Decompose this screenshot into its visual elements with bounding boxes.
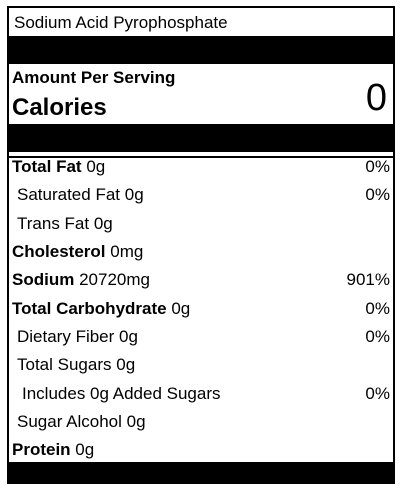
nutrient-name: Total Fat xyxy=(12,157,82,176)
nutrient-name: Saturated Fat xyxy=(17,185,121,204)
nutrient-daily-value: 0% xyxy=(365,327,390,346)
nutrient-amount: 0mg xyxy=(110,242,144,261)
nutrient-row-saturated-fat: Saturated Fat 0g 0% xyxy=(9,181,393,209)
nutrient-name: Cholesterol xyxy=(12,242,106,261)
nutrient-row-trans-fat: Trans Fat 0g xyxy=(9,210,393,238)
nutrient-row-protein: Protein 0g xyxy=(9,436,393,464)
nutrient-amount: 0g xyxy=(126,412,146,431)
calories-divider-bar xyxy=(9,124,393,152)
product-name: Sodium Acid Pyrophosphate xyxy=(14,13,228,32)
nutrient-name: Dietary Fiber xyxy=(17,327,115,346)
nutrient-row-added-sugars: Includes 0g Added Sugars 0% xyxy=(9,380,393,408)
nutrient-amount: 0g xyxy=(86,157,106,176)
nutrient-daily-value: 901% xyxy=(346,270,390,289)
nutrient-amount: 0g xyxy=(124,185,144,204)
nutrient-daily-value: 0% xyxy=(365,299,390,318)
nutrient-daily-value: 0% xyxy=(365,185,390,204)
bottom-divider-bar xyxy=(9,462,393,484)
nutrient-row-sodium: Sodium 20720mg 901% xyxy=(9,266,393,294)
calories-label: Calories xyxy=(12,94,107,121)
nutrient-amount: 0g xyxy=(171,299,191,318)
nutrient-row-sugar-alcohol: Sugar Alcohol 0g xyxy=(9,408,393,436)
nutrient-daily-value: 0% xyxy=(365,157,390,176)
nutrient-amount: 0g xyxy=(116,355,136,374)
amount-per-serving-heading: Amount Per Serving xyxy=(12,68,176,87)
nutrient-name: Protein xyxy=(12,440,71,459)
nutrient-name: Sugar Alcohol xyxy=(17,412,122,431)
nutrient-row-dietary-fiber: Dietary Fiber 0g 0% xyxy=(9,323,393,351)
nutrient-name: Total Carbohydrate xyxy=(12,299,167,318)
nutrient-amount: 0g xyxy=(93,214,113,233)
nutrient-name: Sodium xyxy=(12,270,75,289)
nutrient-amount: 20720mg xyxy=(79,270,150,289)
nutrient-amount: 0g xyxy=(119,327,138,346)
nutrient-name: Includes 0g Added Sugars xyxy=(22,384,221,403)
nutrient-top-rule xyxy=(9,156,393,158)
nutrient-row-cholesterol: Cholesterol 0mg xyxy=(9,238,393,266)
nutrient-row-total-fat: Total Fat 0g 0% xyxy=(9,153,393,181)
top-divider-bar xyxy=(9,36,393,64)
nutrient-name: Trans Fat xyxy=(17,214,90,233)
nutrition-facts-label: Sodium Acid Pyrophosphate Amount Per Ser… xyxy=(7,6,395,484)
nutrient-name: Total Sugars xyxy=(17,355,112,374)
nutrient-daily-value: 0% xyxy=(365,384,390,403)
nutrient-row-total-sugars: Total Sugars 0g xyxy=(9,351,393,379)
nutrient-amount: 0g xyxy=(75,440,95,459)
nutrient-row-total-carbohydrate: Total Carbohydrate 0g 0% xyxy=(9,295,393,323)
calories-value: 0 xyxy=(365,77,387,119)
